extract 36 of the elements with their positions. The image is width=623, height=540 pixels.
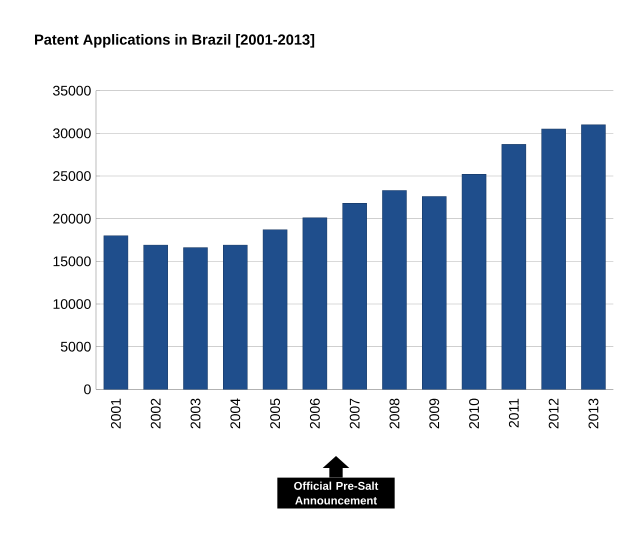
x-tick-label: 2005 — [270, 398, 280, 428]
bar — [382, 190, 407, 390]
y-tick-label: 5000 — [60, 342, 91, 352]
y-tick-label: 30000 — [53, 128, 91, 138]
chart-title: Patent Applications in Brazil [2001-2013] — [35, 34, 314, 48]
x-tick-label: 2003 — [190, 398, 200, 428]
x-tick-label: 2004 — [230, 398, 240, 428]
x-tick-label: 2009 — [429, 398, 440, 428]
bar — [342, 203, 367, 390]
bar — [262, 230, 288, 390]
bar — [223, 244, 248, 390]
y-tick-label: 0 — [84, 384, 91, 394]
y-tick-label: 10000 — [54, 299, 91, 309]
bar — [302, 218, 328, 390]
x-tick-label: 2012 — [548, 398, 559, 428]
bar — [502, 144, 526, 390]
bar — [183, 247, 208, 390]
bar — [462, 174, 486, 390]
bar — [422, 196, 447, 390]
x-tick-label: 2008 — [390, 398, 400, 428]
y-tick-label: 15000 — [54, 256, 91, 266]
x-tick-label: 2010 — [469, 398, 480, 428]
y-tick-label: 20000 — [53, 214, 91, 224]
bar — [541, 128, 566, 390]
y-tick-label: 35000 — [53, 86, 91, 96]
y-tick-label: 25000 — [53, 171, 91, 181]
x-tick-label: 2011 — [508, 398, 519, 428]
bar — [581, 124, 606, 390]
x-tick-label: 2002 — [150, 398, 161, 428]
x-tick-label: 2013 — [588, 398, 598, 428]
text: Official Pre-Salt Announcement — [294, 482, 378, 505]
bar — [104, 235, 128, 390]
x-tick-label: 2006 — [310, 398, 320, 428]
bar — [143, 244, 168, 390]
x-tick-label: 2001 — [110, 398, 121, 428]
x-tick-label: 2007 — [350, 398, 360, 428]
